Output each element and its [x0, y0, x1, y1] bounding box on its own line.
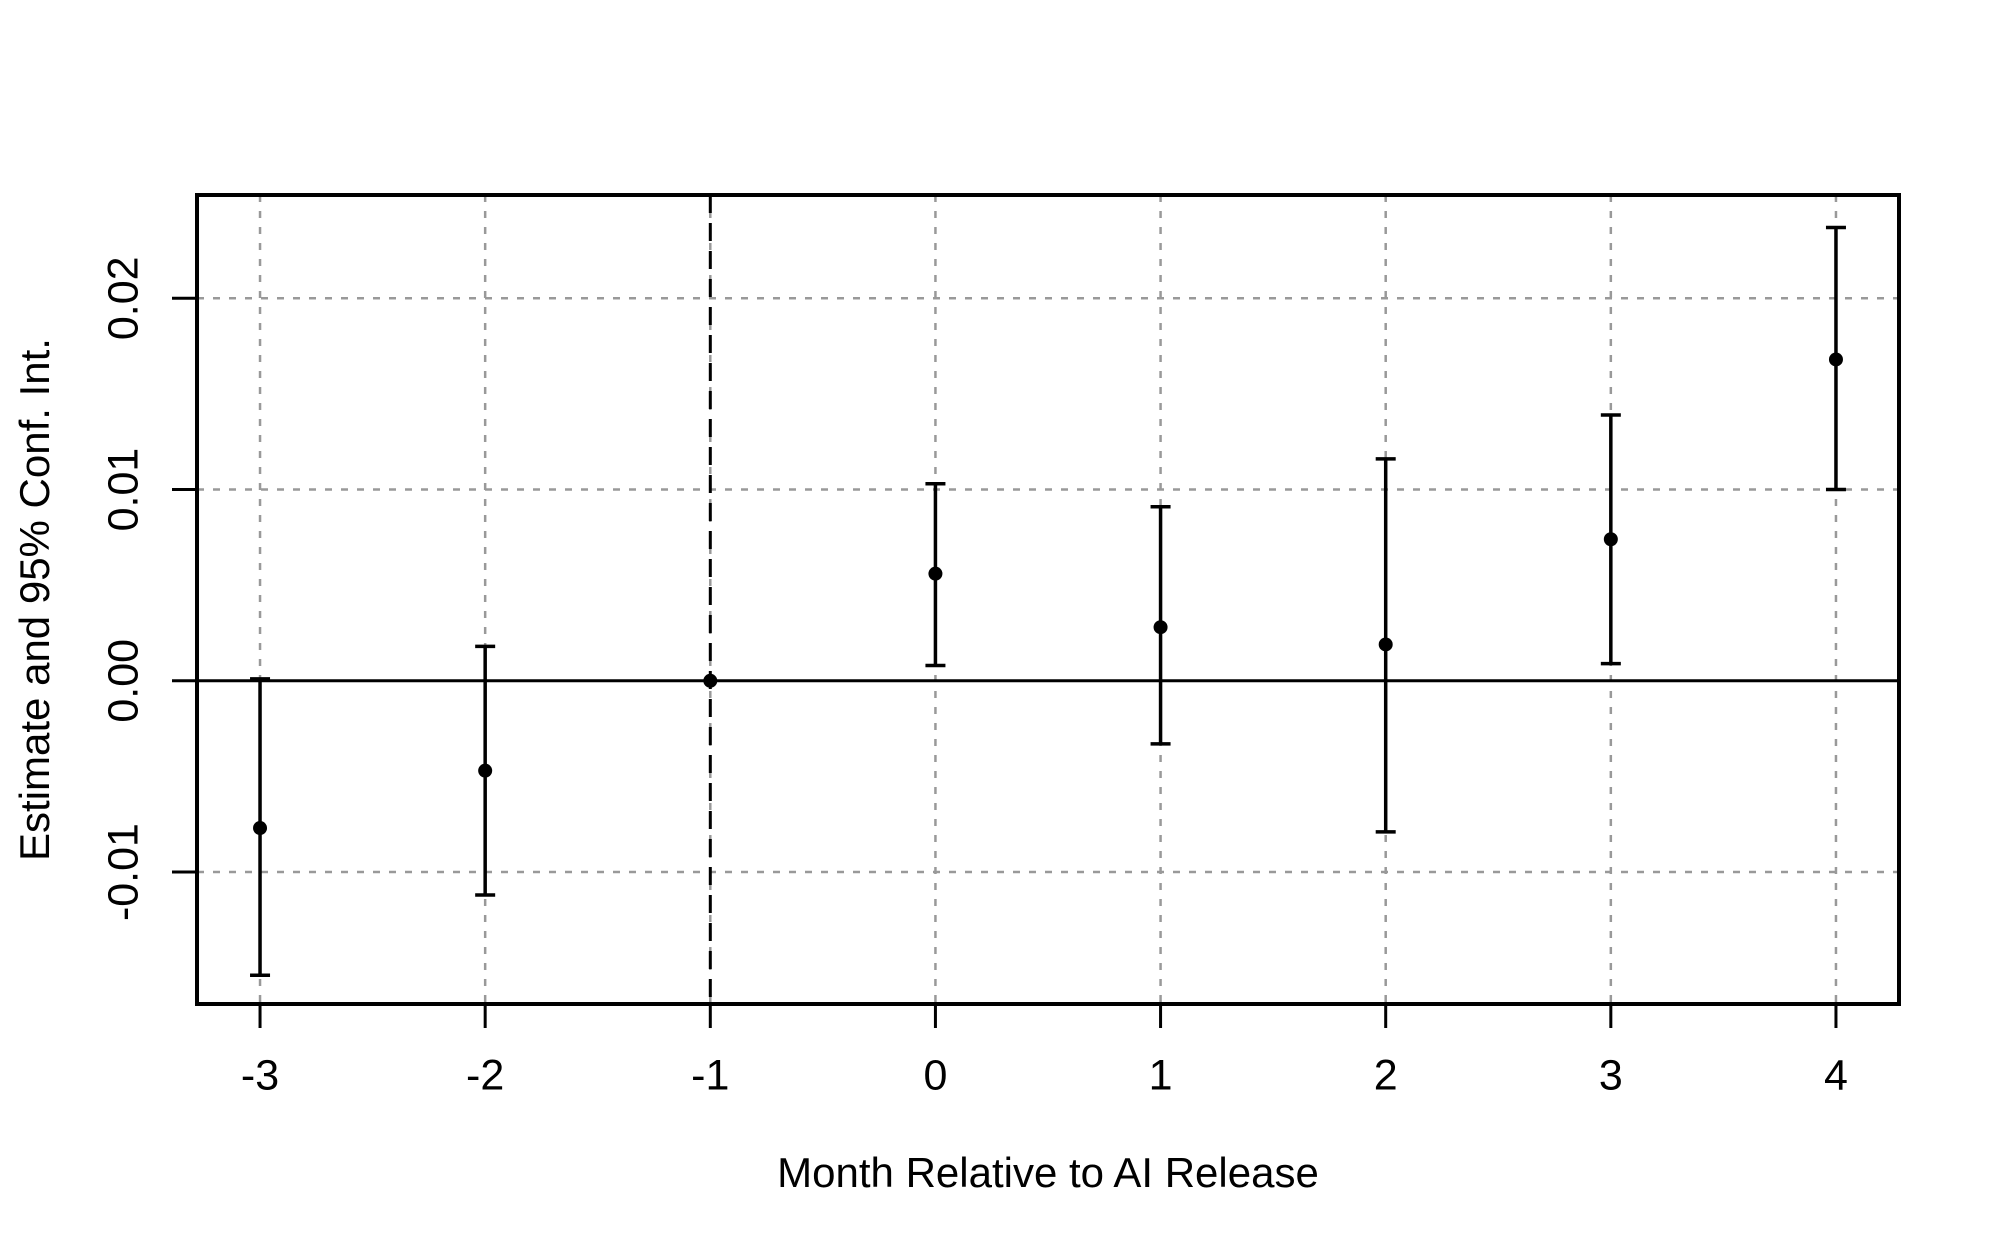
data-point	[478, 763, 493, 778]
y-tick-label: 0.01	[99, 448, 147, 532]
y-tick-label: 0.00	[99, 639, 147, 723]
data-point	[1378, 637, 1393, 652]
x-tick-label: -3	[241, 1051, 279, 1099]
y-tick-label: -0.01	[99, 823, 147, 921]
data-point	[253, 821, 268, 836]
x-axis-title: Month Relative to AI Release	[777, 1149, 1319, 1196]
x-tick-label: 3	[1599, 1051, 1623, 1099]
x-tick-label: 4	[1824, 1051, 1848, 1099]
x-tick-label: 2	[1374, 1051, 1398, 1099]
data-point	[1153, 620, 1168, 635]
data-layer	[250, 225, 1846, 978]
gridline-layer	[197, 195, 1899, 1004]
x-tick-label: 1	[1149, 1051, 1173, 1099]
x-tick-label: -2	[466, 1051, 504, 1099]
x-tick-label: -1	[691, 1051, 729, 1099]
plot-box-layer	[195, 193, 1901, 1006]
data-point	[1828, 352, 1843, 367]
reference-line-layer	[197, 195, 1899, 1004]
data-point	[703, 673, 718, 688]
plot-box	[195, 193, 1901, 1006]
axis-layer: -3 -2 -1 0 1 2 3 4 -0.01 0.00 0.01 0.02	[99, 256, 1848, 1099]
data-point	[1603, 532, 1618, 547]
y-tick-label: 0.02	[99, 256, 147, 340]
data-point	[928, 566, 943, 581]
y-axis-title: Estimate and 95% Conf. Int.	[11, 338, 58, 861]
x-tick-label: 0	[923, 1051, 947, 1099]
